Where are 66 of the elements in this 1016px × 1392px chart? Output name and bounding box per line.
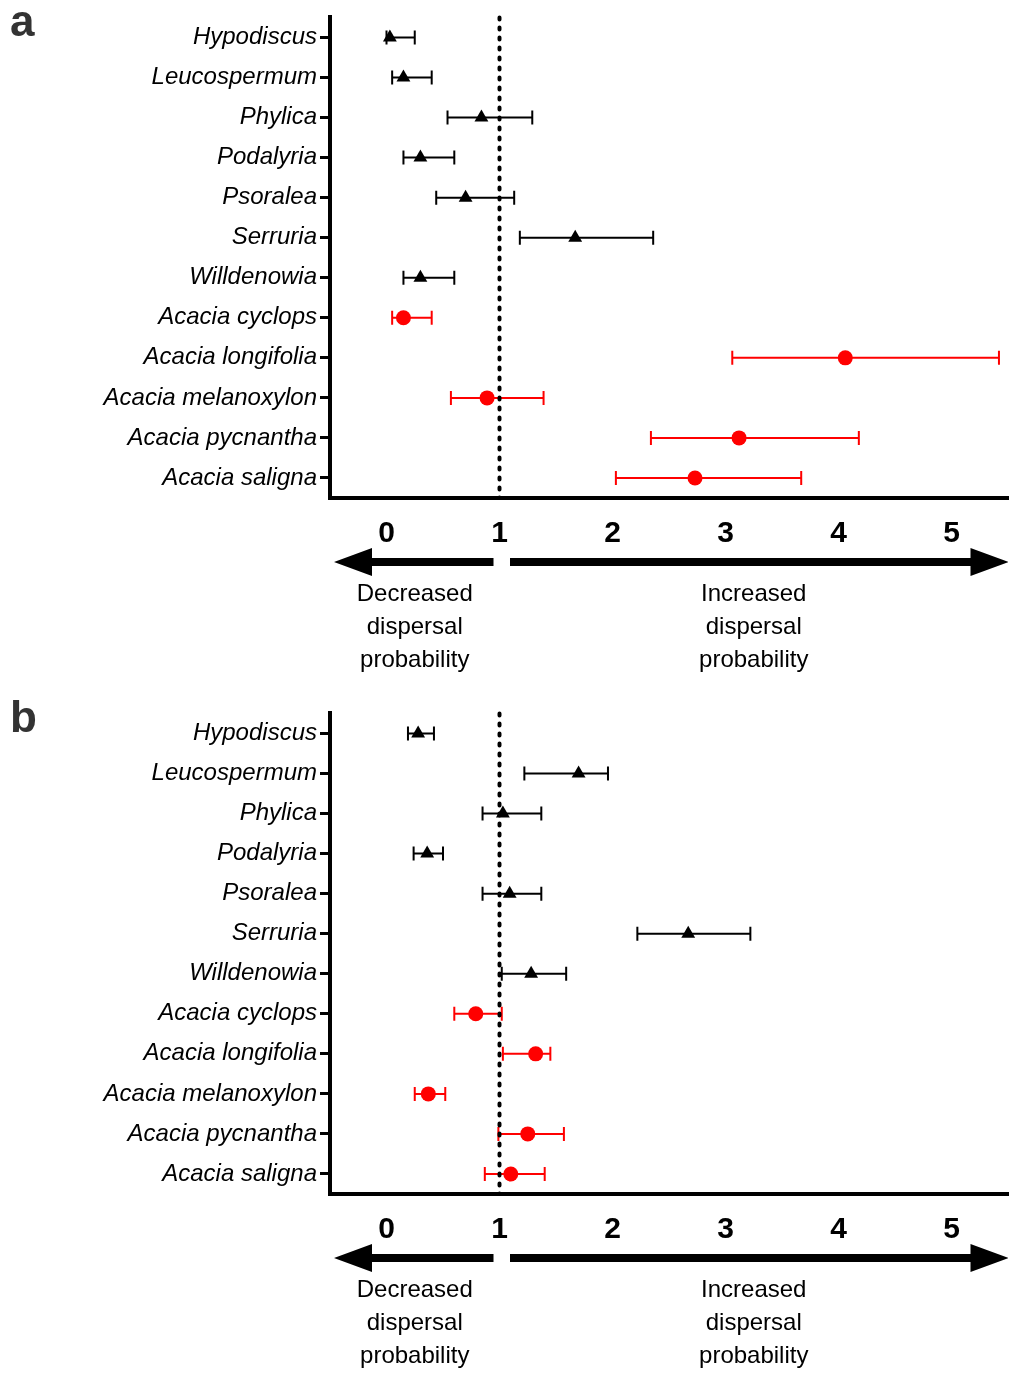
y-tick-label: Serruria (231, 918, 317, 946)
y-tick-label: Acacia cyclops (156, 998, 317, 1026)
point (458, 189, 473, 202)
point (520, 1126, 536, 1142)
point (731, 430, 747, 446)
point (571, 765, 586, 778)
y-tick-label: Acacia saligna (160, 1158, 317, 1186)
y-tick-label: Acacia melanoxylon (101, 1078, 317, 1106)
point (420, 1086, 436, 1102)
x-tick-label: 2 (604, 515, 621, 549)
point (396, 69, 411, 82)
x-tick-label: 1 (491, 515, 508, 549)
y-tick-label: Acacia cyclops (156, 302, 317, 330)
point (413, 269, 428, 282)
y-tick-label: Acacia saligna (160, 462, 317, 490)
point (479, 390, 495, 406)
chart-title: b (10, 692, 37, 742)
y-tick-label: Acacia pycnantha (125, 1118, 317, 1146)
text: Decreased dispersal probability (355, 578, 474, 674)
y-tick-label: Podalyria (216, 838, 317, 866)
point (568, 229, 583, 242)
x-tick-label: 5 (943, 1211, 960, 1245)
y-tick-label: Leucospermum (151, 62, 317, 90)
point (420, 845, 435, 858)
point (687, 470, 703, 486)
point (495, 805, 510, 818)
chart-title: a (10, 0, 35, 46)
y-tick-label: Phylica (239, 798, 317, 826)
point (528, 1046, 544, 1062)
y-tick-label: Willdenowia (189, 958, 317, 986)
x-tick-label: 1 (491, 1211, 508, 1245)
x-tick-label: 3 (717, 515, 734, 549)
y-tick-label: Acacia longifolia (141, 342, 317, 370)
y-tick-label: Hypodiscus (192, 22, 317, 50)
y-tick-label: Acacia longifolia (141, 1038, 317, 1066)
y-tick-label: Phylica (239, 102, 317, 130)
x-tick-label: 4 (830, 1211, 848, 1245)
x-tick-label: 4 (830, 515, 848, 549)
x-tick-label: 3 (717, 1211, 734, 1245)
point (411, 725, 426, 738)
y-tick-label: Acacia melanoxylon (101, 382, 317, 410)
y-tick-label: Hypodiscus (192, 718, 317, 746)
point (474, 109, 489, 122)
y-tick-label: Psoralea (222, 878, 317, 906)
point (395, 310, 411, 326)
text: Increased dispersal probability (698, 1274, 810, 1370)
x-tick-label: 0 (378, 515, 395, 549)
y-tick-label: Leucospermum (151, 758, 317, 786)
y-tick-label: Psoralea (222, 182, 317, 210)
point (681, 925, 696, 938)
point (502, 885, 517, 898)
point (468, 1006, 484, 1022)
y-tick-label: Acacia pycnantha (125, 422, 317, 450)
point (524, 965, 539, 978)
point (503, 1166, 519, 1182)
text: Increased dispersal probability (698, 578, 810, 674)
point (413, 149, 428, 162)
text: Decreased dispersal probability (355, 1274, 474, 1370)
y-tick-label: Serruria (231, 222, 317, 250)
point (382, 29, 397, 42)
x-tick-label: 2 (604, 1211, 621, 1245)
y-tick-label: Willdenowia (189, 262, 317, 290)
x-tick-label: 5 (943, 515, 960, 549)
point (837, 350, 853, 366)
x-tick-label: 0 (378, 1211, 395, 1245)
y-tick-label: Podalyria (216, 142, 317, 170)
